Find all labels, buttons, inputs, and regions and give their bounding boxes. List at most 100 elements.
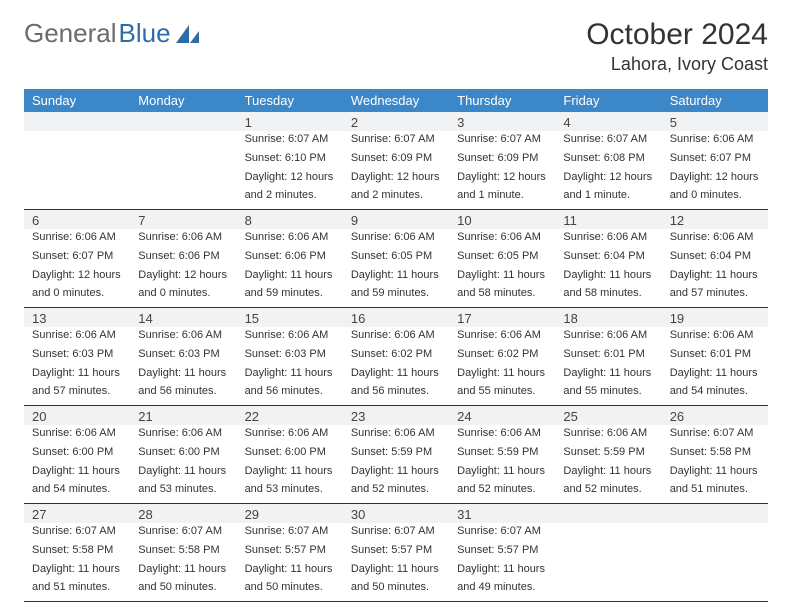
weeks-container: 12345Sunrise: 6:07 AMSunrise: 6:07 AMSun… (24, 112, 768, 602)
data-row: Daylight: 11 hours Daylight: 11 hours Dayl… (24, 463, 768, 482)
sunrise-text: Sunrise: 6:07 AM (449, 523, 555, 542)
day-number: 10 (449, 210, 555, 229)
day-number: 4 (555, 112, 661, 131)
sunrise-text: Sunrise: 6:06 AM (343, 425, 449, 444)
day-number: 11 (555, 210, 661, 229)
sunset-text: Sunset: 6:04 PM (662, 248, 768, 267)
day-number: 14 (130, 308, 236, 327)
data-row: Sunrise: 6:06 AMSunrise: 6:06 AMSunrise:… (24, 229, 768, 248)
sunrise-text: Sunrise: 6:06 AM (343, 229, 449, 248)
daylight-text-2: and 59 minutes. (343, 285, 449, 307)
daylight-text-2: and 50 minutes. (130, 579, 236, 601)
daylight-text-2: and 51 minutes. (662, 481, 768, 503)
daylight-text-1: Daylight: 11 hours (237, 365, 343, 384)
day-number: 30 (343, 504, 449, 523)
daylight-text-2: and 53 minutes. (237, 481, 343, 503)
sunset-text: Sunset: 5:57 PM (449, 542, 555, 561)
week-row: 13141516171819Sunrise: 6:06 AMSunrise: 6… (24, 308, 768, 406)
data-row: Sunset: 6:03 PMSunset: 6:03 PMSunset: 6:… (24, 346, 768, 365)
data-row: Sunrise: 6:07 AMSunrise: 6:07 AMSunrise:… (24, 131, 768, 150)
day-number (24, 112, 130, 131)
daylight-text-1: Daylight: 11 hours (449, 463, 555, 482)
daylight-text-1: Daylight: 12 hours (662, 169, 768, 188)
title-block: October 2024 Lahora, Ivory Coast (586, 18, 768, 75)
sunset-text: Sunset: 5:59 PM (449, 444, 555, 463)
daylight-text-1 (130, 169, 236, 188)
day-number: 24 (449, 406, 555, 425)
day-number: 20 (24, 406, 130, 425)
sunset-text (130, 150, 236, 169)
day-number: 6 (24, 210, 130, 229)
daylight-text-1: Daylight: 11 hours (24, 463, 130, 482)
data-row: Daylight: 12 hoursDaylight: 12 hoursDayl… (24, 267, 768, 286)
daylight-text-1: Daylight: 11 hours (449, 267, 555, 286)
daylight-text-1: Daylight: 11 hours (130, 365, 236, 384)
daylight-text-2: and 0 minutes. (130, 285, 236, 307)
daylight-text-2: and 57 minutes. (24, 383, 130, 405)
day-number-row: 20212223242526 (24, 406, 768, 425)
day-number-row: 2728293031 (24, 504, 768, 523)
data-row: Sunrise: 6:06 AMSunrise: 6:06 AMSunrise:… (24, 327, 768, 346)
week-row: 2728293031Sunrise: 6:07 AMSunrise: 6:07 … (24, 504, 768, 602)
daylight-text-2: and 52 minutes. (555, 481, 661, 503)
day-number: 29 (237, 504, 343, 523)
sunrise-text (24, 131, 130, 150)
sunrise-text: Sunrise: 6:06 AM (662, 327, 768, 346)
daylight-text-1: Daylight: 11 hours (130, 561, 236, 580)
daylight-text-2: and 54 minutes. (662, 383, 768, 405)
sunrise-text: Sunrise: 6:06 AM (237, 327, 343, 346)
month-title: October 2024 (586, 18, 768, 52)
data-row: Sunset: 6:10 PMSunset: 6:09 PMSunset: 6:… (24, 150, 768, 169)
sunrise-text: Sunrise: 6:06 AM (449, 229, 555, 248)
daylight-text-1: Daylight: 12 hours (237, 169, 343, 188)
day-number: 13 (24, 308, 130, 327)
sunset-text: Sunset: 6:03 PM (24, 346, 130, 365)
data-row: and 2 minutes.and 2 minutes.and 1 minute… (24, 187, 768, 209)
sunset-text: Sunset: 6:00 PM (237, 444, 343, 463)
sunset-text: Sunset: 6:06 PM (130, 248, 236, 267)
sunset-text: Sunset: 6:10 PM (237, 150, 343, 169)
day-number: 23 (343, 406, 449, 425)
day-number (662, 504, 768, 523)
sunset-text: Sunset: 6:07 PM (662, 150, 768, 169)
day-number: 19 (662, 308, 768, 327)
sunrise-text: Sunrise: 6:06 AM (662, 229, 768, 248)
day-number: 25 (555, 406, 661, 425)
data-row: and 51 minutes.and 50 minutes.and 50 min… (24, 579, 768, 601)
sunrise-text: Sunrise: 6:06 AM (24, 229, 130, 248)
sunset-text: Sunset: 5:58 PM (662, 444, 768, 463)
sunrise-text: Sunrise: 6:06 AM (130, 327, 236, 346)
data-row: and 0 minutes.and 0 minutes.and 59 minut… (24, 285, 768, 307)
sunset-text: Sunset: 6:03 PM (130, 346, 236, 365)
day-number: 9 (343, 210, 449, 229)
week-row: 12345Sunrise: 6:07 AMSunrise: 6:07 AMSun… (24, 112, 768, 210)
day-number: 8 (237, 210, 343, 229)
daylight-text-1: Daylight: 11 hours (555, 365, 661, 384)
week-row: 6789101112Sunrise: 6:06 AMSunrise: 6:06 … (24, 210, 768, 308)
day-number: 28 (130, 504, 236, 523)
day-number: 2 (343, 112, 449, 131)
daylight-text-1: Daylight: 12 hours (449, 169, 555, 188)
sunrise-text: Sunrise: 6:06 AM (24, 425, 130, 444)
daylight-text-1: Daylight: 12 hours (555, 169, 661, 188)
daylight-text-2: and 56 minutes. (130, 383, 236, 405)
data-row: Daylight: 12 hoursDaylight: 12 hoursDayl… (24, 169, 768, 188)
calendar: Sunday Monday Tuesday Wednesday Thursday… (24, 89, 768, 602)
daylight-text-1: Daylight: 11 hours (343, 561, 449, 580)
data-row: Sunrise: 6:06 AMSunrise: 6:06 AMSunrise:… (24, 425, 768, 444)
data-row: Sunset: 6:00 PMSunset: 6:00 PMSunset: 6:… (24, 444, 768, 463)
week-row: 20212223242526Sunrise: 6:06 AM Sunrise: 6… (24, 406, 768, 504)
sunset-text: Sunset: 6:00 PM (24, 444, 130, 463)
day-number: 18 (555, 308, 661, 327)
day-number-row: 6789101112 (24, 210, 768, 229)
weekday-header: Monday (130, 89, 236, 112)
daylight-text-1 (662, 561, 768, 580)
daylight-text-1: Daylight: 11 hours (237, 463, 343, 482)
daylight-text-1: Daylight: 11 hours (24, 365, 130, 384)
daylight-text-2 (130, 187, 236, 209)
brand-blue: Blue (119, 18, 171, 49)
daylight-text-1 (555, 561, 661, 580)
day-number: 3 (449, 112, 555, 131)
daylight-text-2: and 1 minute. (555, 187, 661, 209)
weekday-header: Sunday (24, 89, 130, 112)
